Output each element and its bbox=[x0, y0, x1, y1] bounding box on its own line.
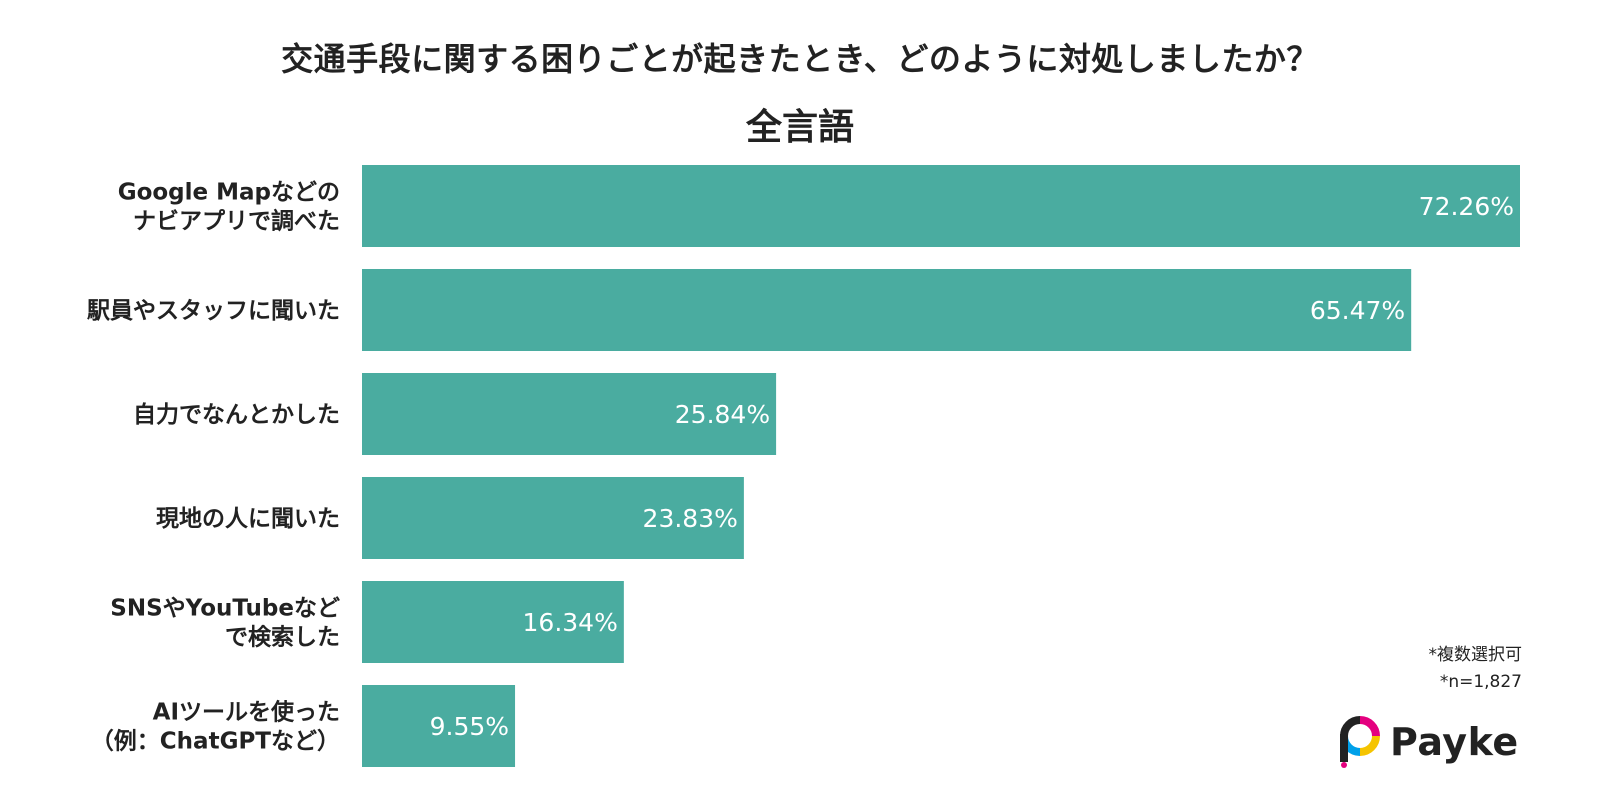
bar-0 bbox=[362, 165, 1520, 247]
value-label-0: 72.26% bbox=[1419, 192, 1514, 221]
payke-logo-icon bbox=[1340, 716, 1380, 768]
brand-logo: Payke bbox=[1340, 716, 1519, 768]
category-label-5-line-1: （例：ChatGPTなど） bbox=[91, 728, 340, 755]
category-label-1: 駅員やスタッフに聞いた bbox=[87, 298, 340, 324]
bar-4 bbox=[362, 581, 624, 663]
sample-size-note: *n=1,827 bbox=[1439, 672, 1522, 692]
category-label-0-line-1: ナビアプリで調べた bbox=[133, 208, 340, 235]
value-label-2: 25.84% bbox=[675, 400, 770, 429]
category-label-3: 現地の人に聞いた bbox=[156, 506, 340, 532]
value-label-3: 23.83% bbox=[643, 504, 738, 533]
value-label-5: 9.55% bbox=[430, 712, 509, 741]
category-label-4-line-1: で検索した bbox=[225, 625, 340, 651]
category-label-0-line-0: Google Mapなどの bbox=[118, 180, 340, 206]
bar-3 bbox=[362, 477, 744, 559]
chart-title: 交通手段に関する困りごとが起きたとき、どのように対処しましたか？ bbox=[281, 40, 1319, 78]
chart-subtitle: 全言語 bbox=[745, 107, 854, 148]
bar-2 bbox=[362, 373, 777, 455]
category-label-2: 自力でなんとかした bbox=[133, 401, 340, 428]
value-label-4: 16.34% bbox=[523, 608, 618, 637]
brand-name: Payke bbox=[1390, 720, 1519, 764]
bar-5 bbox=[362, 685, 516, 767]
bar-1 bbox=[362, 269, 1412, 351]
multi-select-note: *複数選択可 bbox=[1428, 645, 1523, 665]
chart-notes: *複数選択可 *n=1,827 bbox=[1429, 642, 1523, 696]
category-label-4-line-0: SNSやYouTubeなど bbox=[110, 596, 340, 622]
value-label-1: 65.47% bbox=[1310, 296, 1405, 325]
category-label-5-line-0: AIツールを使った bbox=[153, 700, 340, 726]
